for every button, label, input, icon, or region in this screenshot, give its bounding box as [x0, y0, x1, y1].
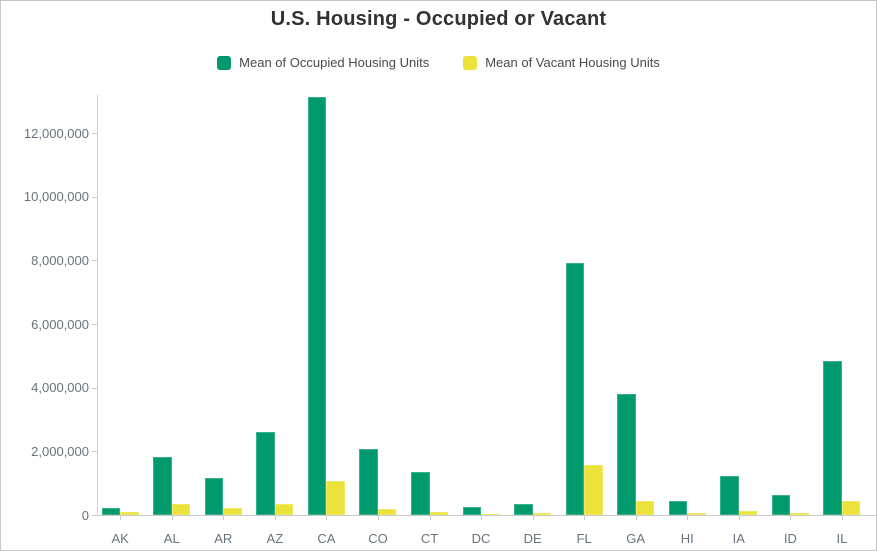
- x-axis-label-ia: IA: [732, 531, 745, 546]
- bar-occupied-ar[interactable]: [204, 478, 224, 515]
- x-axis-tick: [532, 516, 534, 520]
- bar-vacant-ar[interactable]: [223, 508, 242, 515]
- y-axis-tick-label: 0: [81, 507, 89, 523]
- bar-occupied-al[interactable]: [153, 457, 172, 515]
- x-axis-tick: [429, 516, 431, 520]
- x-axis-tick: [635, 516, 637, 520]
- y-axis-tick-label: 10,000,000: [23, 189, 89, 205]
- y-axis-tick-label: 8,000,000: [31, 252, 89, 268]
- bar-vacant-co[interactable]: [377, 509, 397, 515]
- bar-vacant-de[interactable]: [532, 513, 552, 515]
- legend-label-occupied: Mean of Occupied Housing Units: [239, 55, 430, 70]
- x-axis-tick: [841, 516, 843, 520]
- y-axis-tick: [92, 451, 97, 453]
- x-axis-tick: [223, 516, 225, 520]
- legend-item-occupied[interactable]: Mean of Occupied Housing Units: [217, 55, 429, 70]
- x-axis-label-hi: HI: [680, 531, 694, 546]
- bar-vacant-al[interactable]: [171, 504, 191, 515]
- bar-occupied-il[interactable]: [823, 361, 842, 515]
- x-axis-tick: [687, 516, 689, 520]
- x-axis-tick: [171, 516, 173, 520]
- y-axis-tick: [92, 196, 97, 198]
- legend-label-vacant: Mean of Vacant Housing Units: [485, 55, 660, 70]
- x-axis-tick: [274, 516, 276, 520]
- y-axis-tick: [92, 324, 97, 325]
- bar-vacant-dc[interactable]: [481, 514, 500, 515]
- chart-legend: Mean of Occupied Housing Units Mean of V…: [1, 55, 876, 70]
- x-axis-label-al: AL: [163, 531, 180, 546]
- bar-vacant-hi[interactable]: [687, 513, 706, 515]
- x-axis-tick: [326, 516, 328, 520]
- legend-item-vacant[interactable]: Mean of Vacant Housing Units: [463, 55, 660, 70]
- x-axis-label-ar: AR: [214, 531, 233, 546]
- bar-vacant-ia[interactable]: [738, 511, 758, 515]
- x-axis-tick: [377, 516, 379, 520]
- y-axis-tick-label: 12,000,000: [23, 125, 89, 141]
- legend-swatch-vacant-icon: [463, 55, 478, 70]
- x-axis-tick: [120, 516, 122, 520]
- bar-occupied-ca[interactable]: [307, 97, 327, 515]
- x-axis-label-ct: CT: [420, 531, 439, 546]
- bar-vacant-fl[interactable]: [584, 465, 603, 515]
- y-axis-tick: [92, 515, 97, 516]
- x-axis-tick: [584, 516, 586, 520]
- x-axis-label-de: DE: [523, 531, 542, 546]
- bar-vacant-ak[interactable]: [120, 512, 139, 515]
- x-axis-label-ga: GA: [626, 531, 646, 546]
- x-axis-tick: [481, 516, 483, 520]
- legend-swatch-occupied-icon: [217, 55, 232, 70]
- bar-vacant-id[interactable]: [790, 513, 809, 515]
- y-axis-tick: [92, 260, 97, 262]
- x-axis-tick: [738, 516, 740, 520]
- x-axis-label-az: AZ: [266, 531, 284, 546]
- bar-vacant-ga[interactable]: [635, 501, 655, 515]
- x-axis-label-id: ID: [783, 531, 797, 546]
- x-axis-label-dc: DC: [471, 531, 491, 546]
- bar-occupied-ia[interactable]: [720, 476, 739, 515]
- bar-occupied-ga[interactable]: [617, 394, 636, 515]
- bar-vacant-ct[interactable]: [429, 512, 448, 515]
- bar-occupied-hi[interactable]: [668, 501, 688, 515]
- y-axis-line: [97, 95, 98, 515]
- x-axis-label-fl: FL: [576, 531, 592, 546]
- x-axis-label-ca: CA: [317, 531, 336, 546]
- bar-occupied-fl[interactable]: [565, 263, 585, 515]
- bar-vacant-il[interactable]: [841, 501, 861, 515]
- y-axis-tick: [92, 133, 97, 134]
- bar-vacant-az[interactable]: [274, 504, 294, 515]
- bar-occupied-ak[interactable]: [101, 508, 121, 515]
- y-axis-tick-label: 4,000,000: [31, 380, 89, 396]
- chart-title: U.S. Housing - Occupied or Vacant: [270, 8, 607, 30]
- bar-vacant-ca[interactable]: [326, 481, 345, 515]
- y-axis-tick: [92, 387, 97, 389]
- bar-occupied-de[interactable]: [514, 504, 533, 515]
- bar-occupied-id[interactable]: [771, 495, 791, 515]
- bar-occupied-az[interactable]: [256, 432, 275, 515]
- bar-occupied-co[interactable]: [359, 449, 378, 515]
- y-axis-tick-label: 6,000,000: [31, 316, 89, 332]
- bar-occupied-dc[interactable]: [462, 507, 482, 515]
- bar-occupied-ct[interactable]: [411, 472, 430, 515]
- x-axis-tick: [790, 516, 792, 520]
- x-axis-label-il: IL: [836, 531, 848, 546]
- x-axis-line: [97, 515, 876, 516]
- x-axis-label-co: CO: [368, 531, 388, 546]
- x-axis-label-ak: AK: [111, 531, 129, 546]
- y-axis-tick-label: 2,000,000: [31, 443, 89, 459]
